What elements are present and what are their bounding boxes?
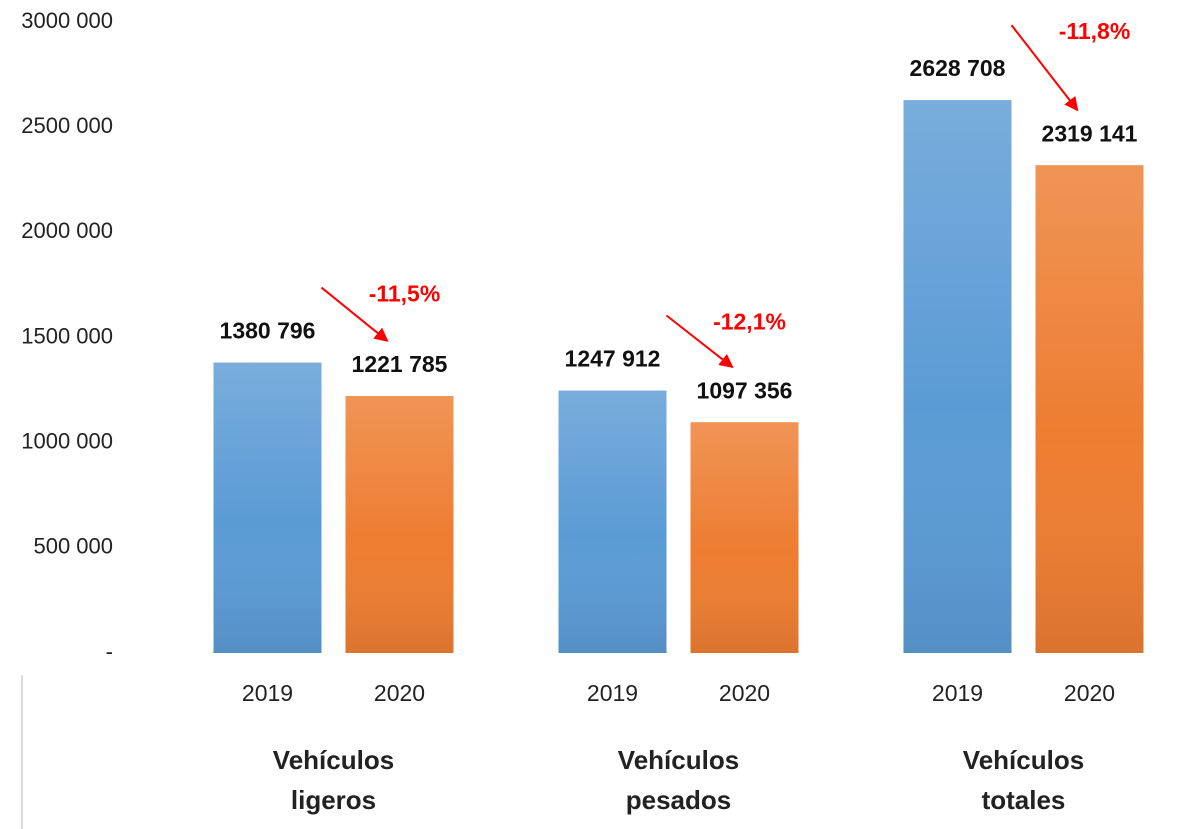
x-tick-label: 2020 bbox=[374, 680, 425, 706]
value-label: 1247 912 bbox=[565, 346, 661, 372]
x-tick-label: 2019 bbox=[932, 680, 983, 706]
y-tick-label: 1500 000 bbox=[21, 323, 113, 348]
x-tick-label: 2019 bbox=[587, 680, 638, 706]
annotation-arrow bbox=[1010, 24, 1079, 112]
value-label: 1380 796 bbox=[220, 318, 316, 344]
annotation: -11,5% bbox=[369, 281, 441, 307]
y-tick-label: 500 000 bbox=[33, 534, 113, 559]
bar-shade bbox=[213, 362, 322, 653]
bar-shade bbox=[345, 396, 454, 653]
x-tick-label: 2020 bbox=[719, 680, 770, 706]
value-label: 2628 708 bbox=[910, 55, 1006, 81]
group-label: Vehículos pesados bbox=[617, 745, 740, 815]
annotation-arrow bbox=[665, 314, 734, 369]
bar-shade bbox=[1035, 165, 1144, 653]
bar-shade bbox=[903, 100, 1012, 653]
annotation-arrow bbox=[320, 286, 389, 342]
annotation: -11,8% bbox=[1059, 18, 1131, 44]
y-tick-label: 2000 000 bbox=[21, 218, 113, 243]
value-label: 1221 785 bbox=[352, 351, 448, 377]
value-label: 1097 356 bbox=[697, 377, 793, 403]
value-label: 2319 141 bbox=[1042, 120, 1138, 146]
x-tick-label: 2020 bbox=[1064, 680, 1115, 706]
x-tick-label: 2019 bbox=[242, 680, 293, 706]
y-tick-label: - bbox=[106, 639, 113, 664]
y-tick-label: 3000 000 bbox=[21, 8, 113, 33]
group-label: Vehículos ligeros bbox=[272, 745, 395, 815]
y-tick-label: 2500 000 bbox=[21, 113, 113, 138]
annotation: -12,1% bbox=[713, 309, 786, 335]
y-tick-label: 1000 000 bbox=[21, 428, 113, 453]
bar-shade bbox=[690, 422, 799, 653]
bar-shade bbox=[558, 390, 667, 653]
group-label: Vehículos totales bbox=[962, 745, 1085, 815]
